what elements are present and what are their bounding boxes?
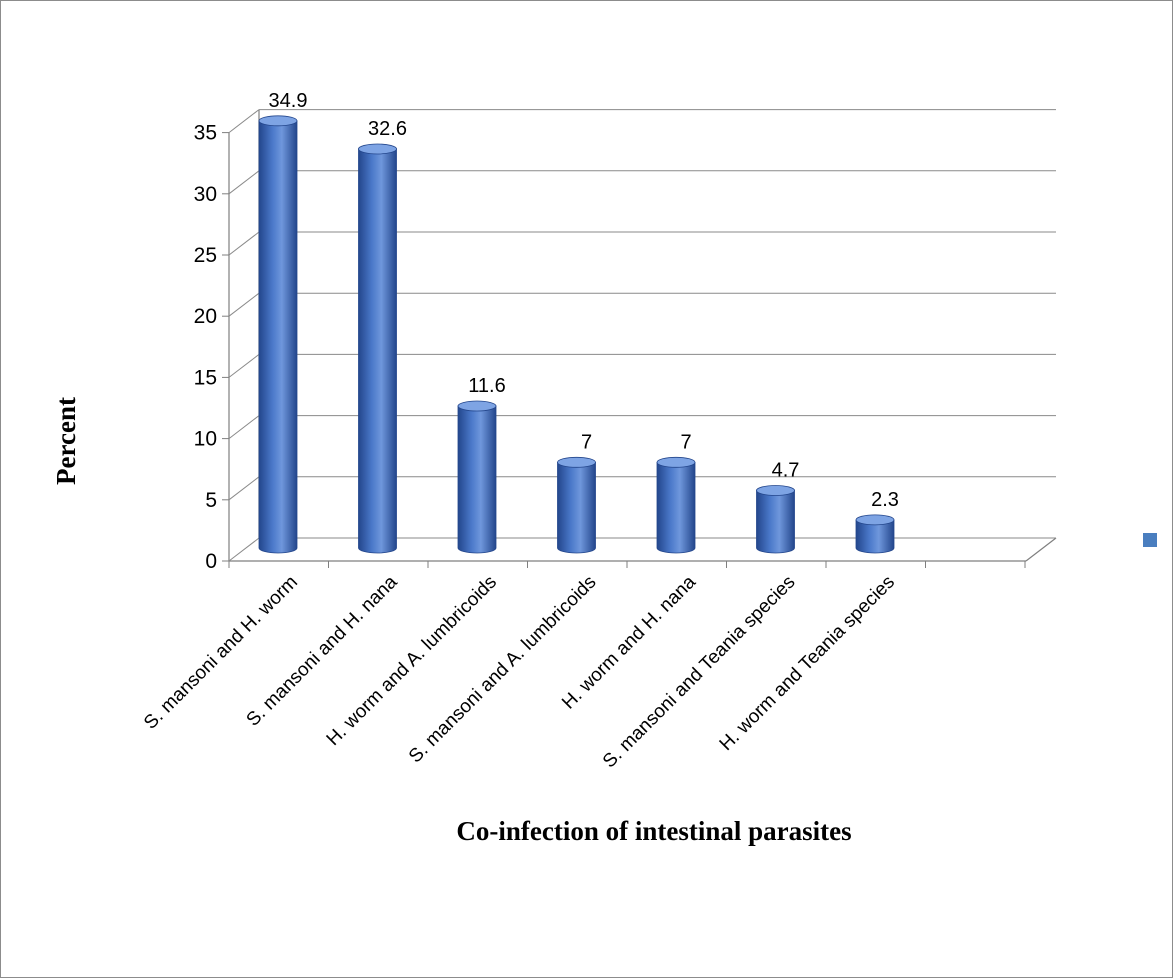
data-label: 4.7 (772, 459, 800, 481)
gridline-diagonal (228, 354, 260, 378)
bar (656, 456, 696, 554)
data-label: 11.6 (468, 375, 505, 397)
y-tick-label: 25 (194, 244, 217, 267)
data-label: 34.9 (269, 90, 308, 112)
x-axis-title: Co-infection of intestinal parasites (456, 816, 851, 846)
x-tick-label: H. worm and Teania species (716, 572, 899, 755)
bar-top (855, 514, 895, 526)
data-label: 7 (581, 431, 592, 453)
floor-right-edge (1025, 537, 1057, 562)
bar (855, 514, 895, 554)
bar-top (557, 456, 596, 468)
bar-top (358, 143, 397, 155)
bar (557, 456, 596, 554)
bar-top (258, 115, 298, 127)
y-axis-title: Percent (51, 397, 81, 485)
bar-body (656, 461, 696, 554)
data-label: 7 (680, 431, 691, 453)
data-label: 2.3 (871, 489, 899, 511)
y-tick-label: 20 (194, 305, 217, 328)
gridline-diagonal (228, 537, 260, 562)
plot-walls (228, 109, 1057, 562)
legend-key (1143, 533, 1157, 547)
gridline-diagonal (228, 109, 260, 133)
gridlines (228, 109, 1056, 562)
bars (258, 115, 895, 554)
x-tick-label: S. mansoni and A. lumbricoids (405, 572, 601, 768)
bar (258, 115, 298, 554)
bar-top (656, 456, 696, 468)
gridline-diagonal (228, 476, 260, 501)
x-axis (228, 561, 1026, 568)
data-label: 32.6 (368, 118, 407, 140)
bar (457, 400, 497, 554)
bar-body (258, 120, 298, 554)
bar-top (756, 485, 795, 496)
bar-body (457, 405, 497, 554)
y-tick-label: 35 (194, 122, 217, 145)
bar-body (756, 490, 795, 554)
data-labels: 34.9 32.6 11.6 7 7 4.7 2.3 (269, 90, 899, 511)
bar-body (358, 148, 397, 554)
y-tick-label: 5 (205, 489, 217, 512)
y-tick-label: 15 (194, 366, 217, 389)
x-tick-label: S. mansoni and Teania species (599, 572, 800, 773)
x-tick-label: H. worm and A. lumbricoids (323, 572, 501, 750)
bar-body (855, 519, 895, 554)
bar (358, 143, 397, 554)
gridline-diagonal (228, 292, 260, 317)
y-tick-label: 10 (194, 428, 217, 451)
y-axis: 0 5 10 15 20 25 30 35 (194, 122, 229, 573)
y-tick-label: 30 (194, 183, 217, 206)
y-tick-label: 0 (205, 550, 217, 573)
gridline-diagonal (228, 170, 260, 195)
gridline-diagonal (228, 415, 260, 439)
gridline-diagonal (228, 231, 260, 256)
bar (756, 485, 795, 554)
bar-body (557, 461, 596, 554)
bar-top (457, 400, 497, 412)
